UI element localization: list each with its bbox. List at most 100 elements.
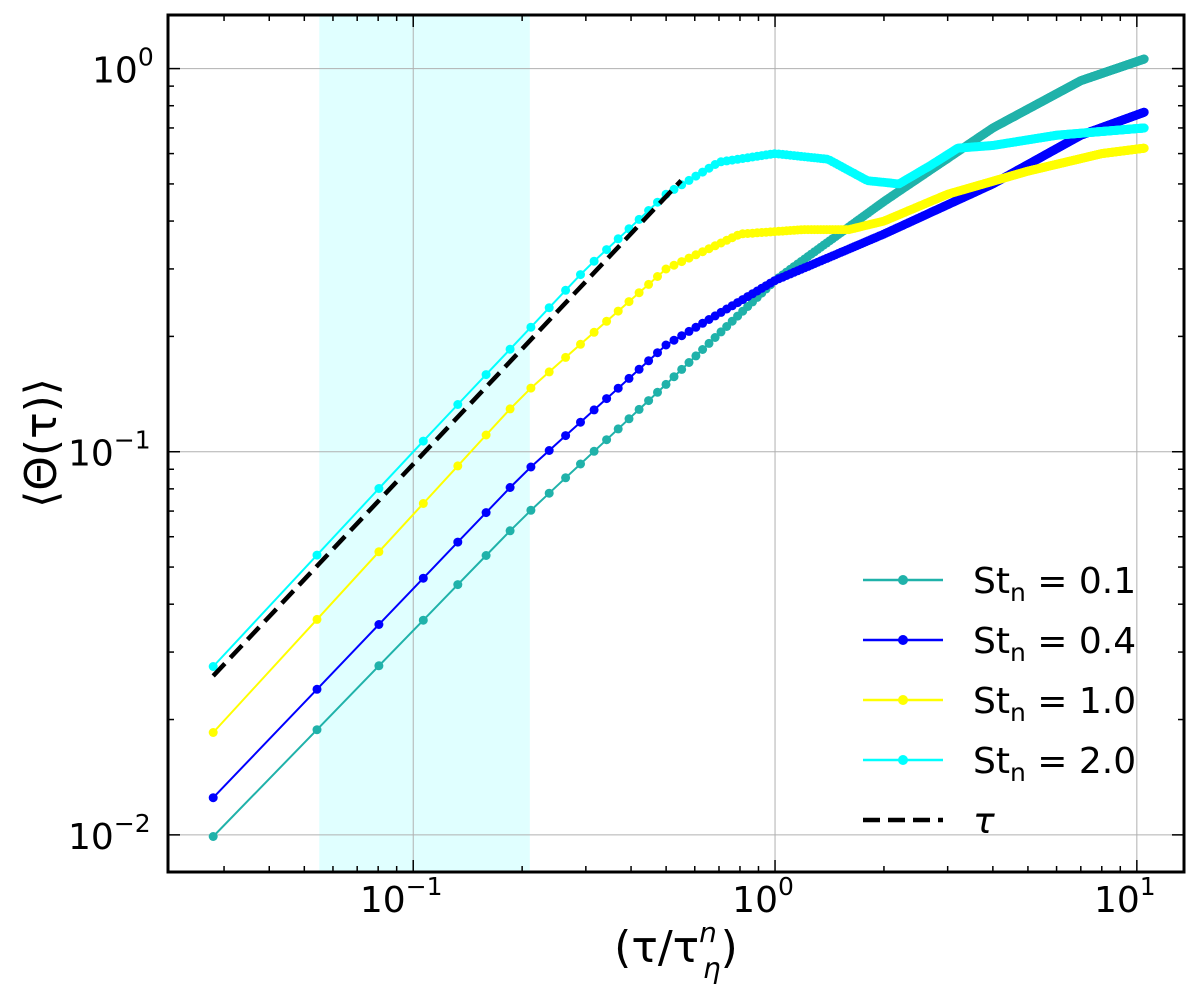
x-tick-label-exponent: −1 xyxy=(406,872,443,901)
series-4-marker xyxy=(691,171,701,181)
y-tick-label-exponent: 0 xyxy=(138,43,154,72)
series-3-marker xyxy=(312,614,322,624)
series-1-marker xyxy=(653,387,662,397)
legend-label-subscript: n xyxy=(1010,698,1026,727)
series-3-marker xyxy=(526,383,536,393)
legend-entry-2: Stn = 0.4 xyxy=(863,621,1136,667)
series-2-marker xyxy=(312,684,322,694)
series-3-marker xyxy=(505,404,515,414)
series-1-marker xyxy=(418,615,428,625)
legend-label-value: = 2.0 xyxy=(1026,741,1136,782)
series-4-marker xyxy=(418,436,428,446)
series-4-marker xyxy=(312,550,322,560)
x-tick-label-exponent: 1 xyxy=(1140,872,1156,901)
series-2-marker xyxy=(613,383,623,393)
series-1-marker xyxy=(698,345,708,354)
legend-label: Stn = 0.4 xyxy=(973,621,1136,667)
series-1-marker xyxy=(624,414,634,424)
y-tick-label-base: 10 xyxy=(92,51,138,92)
legend-swatch-marker xyxy=(898,695,908,705)
legend-label-value: = 0.1 xyxy=(1026,561,1136,602)
legend-label: Stn = 2.0 xyxy=(973,741,1136,787)
series-2-marker xyxy=(418,573,428,583)
series-3-marker xyxy=(613,306,623,316)
legend-label-subscript: n xyxy=(1010,578,1026,607)
series-2-marker xyxy=(505,483,515,492)
series-4-marker xyxy=(684,175,694,185)
series-1-marker xyxy=(544,488,554,498)
series-3-marker xyxy=(661,264,671,274)
series-4-marker xyxy=(374,484,384,493)
series-2-marker xyxy=(684,326,694,336)
legend-label-subscript: n xyxy=(1010,638,1026,667)
legend-label: Stn = 1.0 xyxy=(973,681,1136,727)
series-1-marker xyxy=(691,351,701,361)
series-1-marker xyxy=(526,505,536,515)
series-2-marker xyxy=(624,373,634,383)
series-2-marker xyxy=(677,331,687,341)
series-tau-dashed-line xyxy=(211,179,683,678)
series-3-marker xyxy=(544,367,554,377)
series-1-marker xyxy=(208,832,218,841)
series-1-marker xyxy=(661,379,671,389)
x-axis-label-sub: η xyxy=(703,952,721,985)
series-2-marker xyxy=(661,340,671,350)
legend-label-name: τ xyxy=(973,801,995,842)
x-tick-label-base: 10 xyxy=(1094,880,1140,921)
series-3-marker xyxy=(589,327,599,337)
legend-swatch-marker xyxy=(898,575,908,585)
series-4-marker xyxy=(589,256,599,266)
series-3-marker xyxy=(576,339,585,349)
series-3-marker xyxy=(677,257,687,267)
legend-label: τ xyxy=(973,801,995,842)
series-1-marker xyxy=(634,404,644,414)
series-2-marker xyxy=(589,405,599,415)
series-4-marker xyxy=(634,214,644,224)
legend-label-name: St xyxy=(973,561,1010,602)
x-tick-label: 101 xyxy=(1094,872,1156,921)
series-2-marker xyxy=(453,537,463,547)
series-1-marker xyxy=(576,459,585,469)
series-1-marker xyxy=(704,338,714,348)
series-4-marker xyxy=(1139,123,1149,133)
x-axis-label: (τ/τn η) xyxy=(614,916,738,985)
series-3 xyxy=(208,143,1149,737)
series-2-marker xyxy=(481,508,491,518)
legend-swatch-marker xyxy=(898,755,908,765)
series-3-marker xyxy=(644,279,654,289)
series-1-marker xyxy=(453,580,463,590)
series-4-marker xyxy=(208,662,218,671)
legend-label-name: St xyxy=(973,621,1010,662)
series-2-marker xyxy=(644,356,654,366)
series-2-marker xyxy=(634,364,644,374)
series-1-marker xyxy=(312,725,322,735)
series-1-marker xyxy=(684,358,694,367)
series-2-marker xyxy=(208,793,218,803)
series-4-marker xyxy=(544,303,554,313)
y-tick-label: 10−1 xyxy=(68,426,151,475)
series-4-marker xyxy=(561,285,571,295)
series-3-marker xyxy=(374,547,384,557)
legend-label: Stn = 0.1 xyxy=(973,561,1136,607)
series-1-marker xyxy=(669,372,679,382)
x-tick-label-base: 10 xyxy=(360,880,406,921)
series-4-marker xyxy=(576,270,585,280)
series-2-marker xyxy=(561,431,571,441)
series-1-marker xyxy=(710,333,720,342)
x-axis-label-main: (τ/τ xyxy=(614,922,699,973)
x-tick-label-exponent: 0 xyxy=(778,872,794,901)
series-2-marker xyxy=(653,348,662,358)
series-3-marker xyxy=(634,288,644,298)
y-axis-label: ⟨Θ(τ)⟩ xyxy=(16,378,67,508)
series-3-marker xyxy=(684,253,694,263)
series-4-marker xyxy=(505,344,515,354)
y-tick-label-base: 10 xyxy=(68,817,114,858)
series-3-marker xyxy=(208,728,218,737)
x-axis-label-sup: n xyxy=(699,916,717,949)
legend-label-value: = 1.0 xyxy=(1026,681,1136,722)
legend-entry-4: Stn = 2.0 xyxy=(863,741,1136,787)
x-tick-label-base: 10 xyxy=(732,880,778,921)
legend-entry-3: Stn = 1.0 xyxy=(863,681,1136,727)
series-3-marker xyxy=(602,316,612,326)
